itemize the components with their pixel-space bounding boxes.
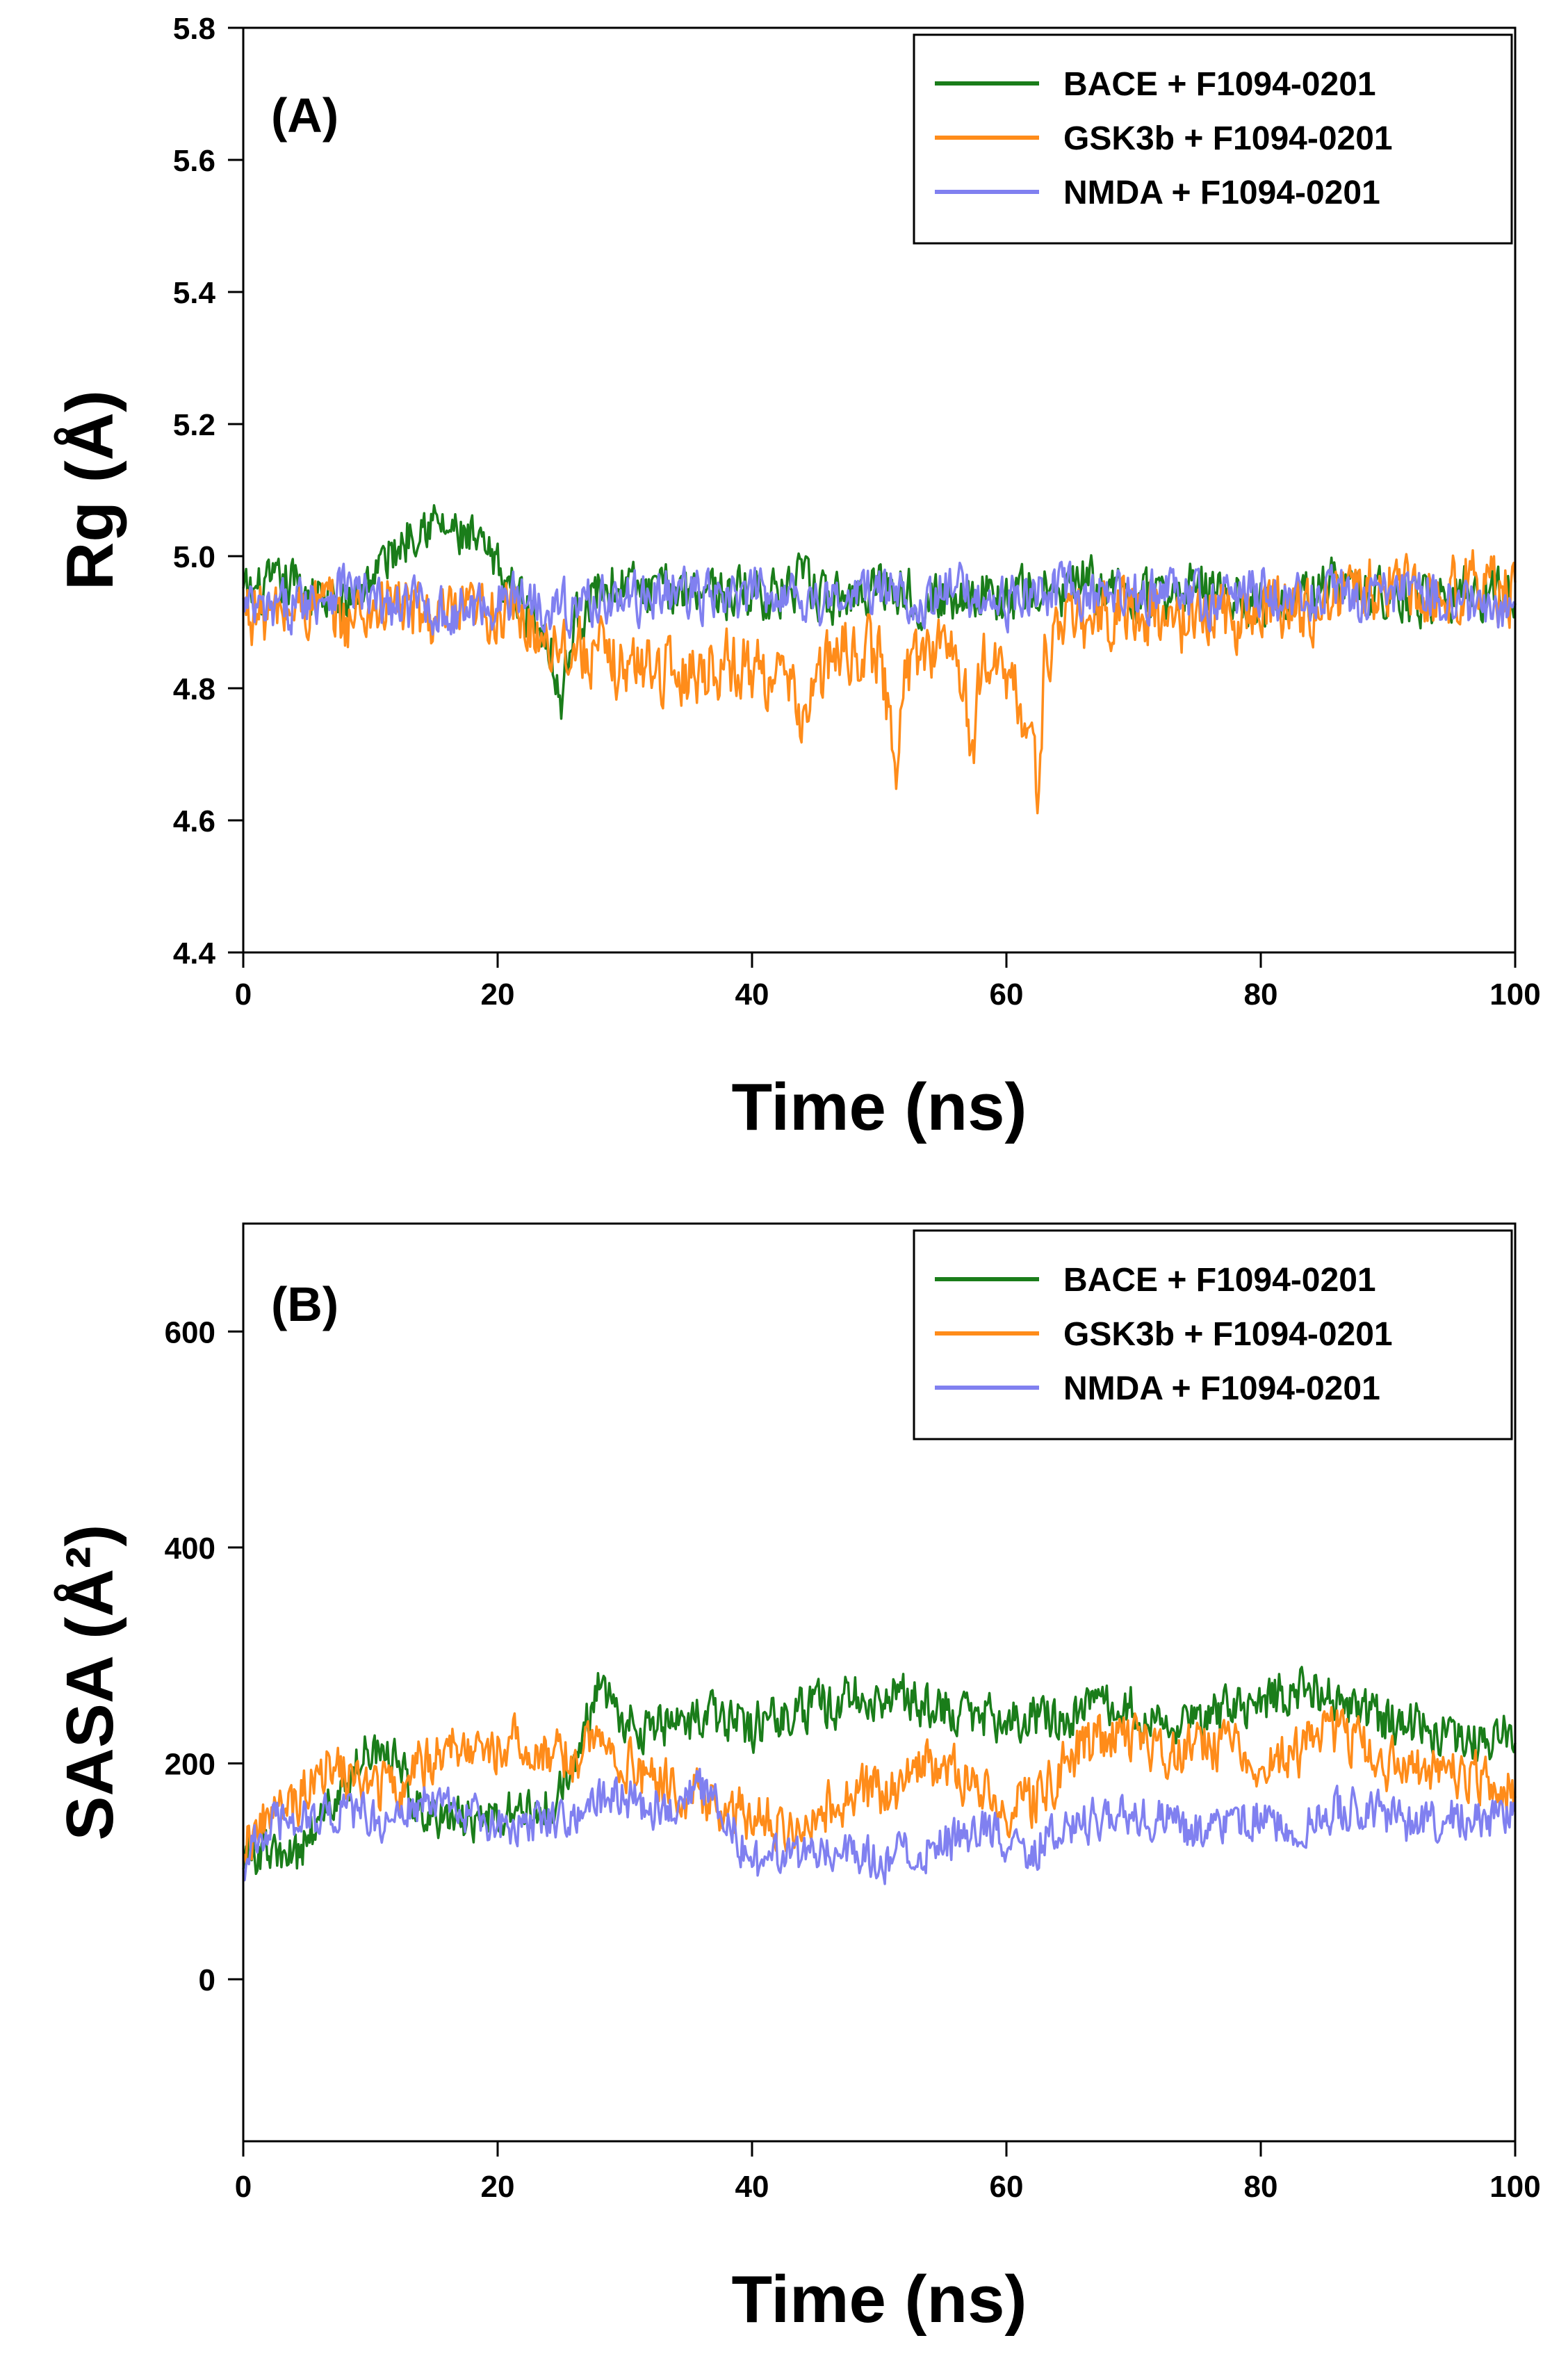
x-tick-label: 40 <box>735 2170 769 2204</box>
x-tick-label: 100 <box>1489 2170 1540 2204</box>
y-tick-label: 4.8 <box>173 672 215 706</box>
y-tick-label: 400 <box>165 1532 215 1566</box>
series-layer <box>242 1666 1517 1885</box>
y-tick-label: 600 <box>165 1315 215 1349</box>
y-axis-title: Rg (Å) <box>53 390 127 590</box>
legend-label-bace: BACE + F1094-0201 <box>1063 1262 1376 1299</box>
chart-panel-a: 0 20 40 60 80 100 4.4 4.6 4.8 5.0 5.2 5.4 5.6 5.8 (A)… <box>53 12 1541 1144</box>
y-tick-label: 5.8 <box>173 12 215 46</box>
legend: BACE + F1094-0201 GSK3b + F1094-0201 NMD… <box>913 33 1513 245</box>
y-tick-label: 5.0 <box>173 540 215 574</box>
axis-ticks: 0 20 40 60 80 100 0 200 400 600 <box>165 1315 1541 2204</box>
x-tick-label: 60 <box>990 2170 1024 2204</box>
x-tick-label: 20 <box>481 977 515 1012</box>
legend-label-gsk3b: GSK3b + F1094-0201 <box>1063 120 1393 157</box>
legend-label-bace: BACE + F1094-0201 <box>1063 66 1376 103</box>
chart-panel-b: 0 20 40 60 80 100 0 200 400 600 (B) Time (ns) SAS… <box>53 1222 1541 2337</box>
x-tick-label: 100 <box>1489 977 1540 1012</box>
y-tick-label: 4.4 <box>173 936 216 971</box>
legend: BACE + F1094-0201 GSK3b + F1094-0201 NMD… <box>913 1229 1513 1440</box>
x-tick-label: 0 <box>235 2170 252 2204</box>
series-line-gsk3b <box>242 549 1517 815</box>
panel-label: (B) <box>271 1277 338 1331</box>
x-tick-label: 40 <box>735 977 769 1012</box>
series-layer <box>242 504 1517 815</box>
y-tick-label: 5.4 <box>173 276 216 310</box>
series-line-bace <box>242 504 1517 720</box>
y-tick-label: 200 <box>165 1747 215 1781</box>
legend-label-nmda: NMDA + F1094-0201 <box>1063 174 1380 211</box>
x-tick-label: 60 <box>990 977 1024 1012</box>
y-tick-label: 4.6 <box>173 804 215 838</box>
legend-label-nmda: NMDA + F1094-0201 <box>1063 1370 1380 1407</box>
x-tick-label: 80 <box>1244 2170 1278 2204</box>
y-axis-title: SASA (Å²) <box>53 1524 127 1840</box>
y-tick-label: 5.6 <box>173 144 215 178</box>
series-line-bace <box>242 1666 1517 1876</box>
x-tick-label: 20 <box>481 2170 515 2204</box>
x-axis-title: Time (ns) <box>732 1070 1027 1144</box>
series-line-nmda <box>242 1767 1517 1885</box>
y-tick-label: 5.2 <box>173 408 215 442</box>
axis-ticks: 0 20 40 60 80 100 4.4 4.6 4.8 5.0 5.2 5.4 5.6 5.8 <box>173 12 1541 1012</box>
series-line-gsk3b <box>242 1705 1517 1865</box>
series-line-nmda <box>242 560 1517 639</box>
x-axis-title: Time (ns) <box>732 2262 1027 2337</box>
x-tick-label: 80 <box>1244 977 1278 1012</box>
legend-label-gsk3b: GSK3b + F1094-0201 <box>1063 1316 1393 1353</box>
y-tick-label: 0 <box>199 1963 215 1997</box>
plot-frame <box>242 1222 1517 2143</box>
x-tick-label: 0 <box>235 977 252 1012</box>
plot-frame <box>242 26 1517 954</box>
panel-label: (A) <box>271 88 338 143</box>
